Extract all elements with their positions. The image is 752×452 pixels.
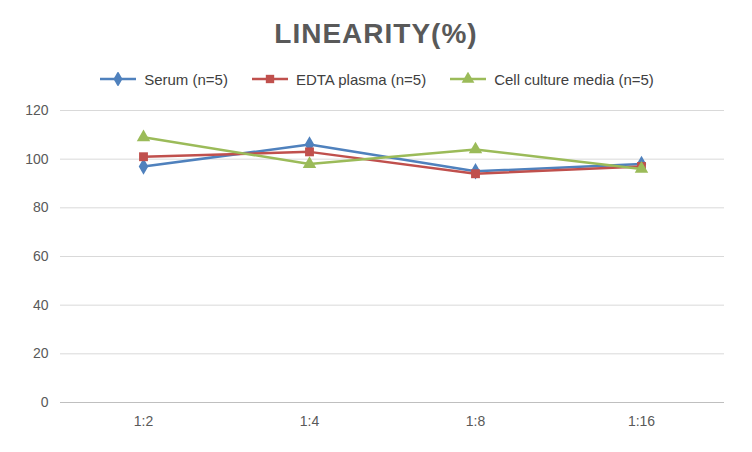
html-text:LINEARITY(%): LINEARITY(%) [274, 18, 478, 49]
html-text:Serum (n=5): Serum (n=5) [144, 70, 228, 88]
svg-text:1:4: 1:4 [300, 413, 320, 429]
svg-text:60: 60 [33, 248, 49, 264]
svg-text:1:8: 1:8 [466, 413, 486, 429]
svg-text:100: 100 [25, 151, 49, 167]
svg-text:80: 80 [33, 199, 49, 215]
svg-text:0: 0 [41, 394, 49, 410]
html-text:Cell culture media (n=5): Cell culture media (n=5) [494, 70, 654, 88]
html-text:EDTA plasma (n=5): EDTA plasma (n=5) [296, 70, 427, 88]
svg-text:120: 120 [25, 102, 49, 118]
svg-text:1:16: 1:16 [628, 413, 655, 429]
svg-text:1:2: 1:2 [134, 413, 154, 429]
svg-text:20: 20 [33, 345, 49, 361]
svg-text:40: 40 [33, 297, 49, 313]
